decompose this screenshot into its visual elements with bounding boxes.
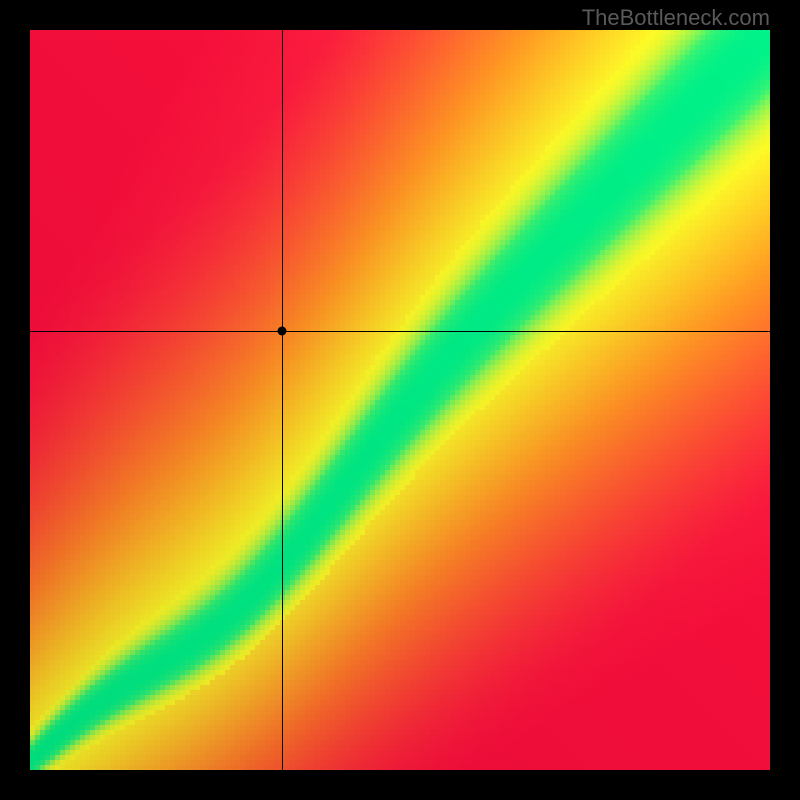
heatmap-canvas <box>30 30 770 770</box>
crosshair-horizontal <box>30 331 770 332</box>
chart-frame: TheBottleneck.com <box>0 0 800 800</box>
watermark-text: TheBottleneck.com <box>582 5 770 31</box>
heatmap-plot <box>30 30 770 770</box>
crosshair-dot <box>277 327 286 336</box>
crosshair-vertical <box>282 30 283 770</box>
